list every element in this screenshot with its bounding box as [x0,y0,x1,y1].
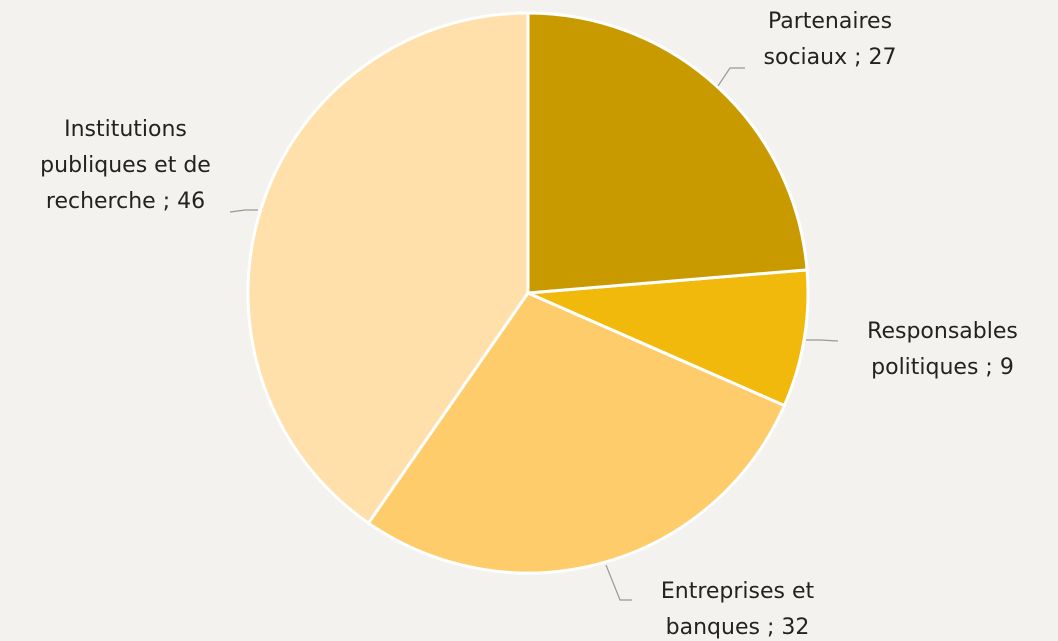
leader-line [717,67,745,87]
data-label: Partenaires sociaux ; 27 [763,9,897,70]
pie-slice [246,11,530,526]
leader-line [806,339,839,342]
leader-lines [229,67,839,601]
pie-slice [527,268,810,408]
leader-line [229,209,258,213]
data-label: Entreprises et banques ; 32 [660,579,815,640]
pie-slice [526,11,809,295]
data-label: Responsables politiques ; 9 [867,319,1018,380]
leader-line [605,564,632,601]
pie-slice [366,291,787,575]
data-label: Institutions publiques et de recherche ;… [40,117,211,214]
